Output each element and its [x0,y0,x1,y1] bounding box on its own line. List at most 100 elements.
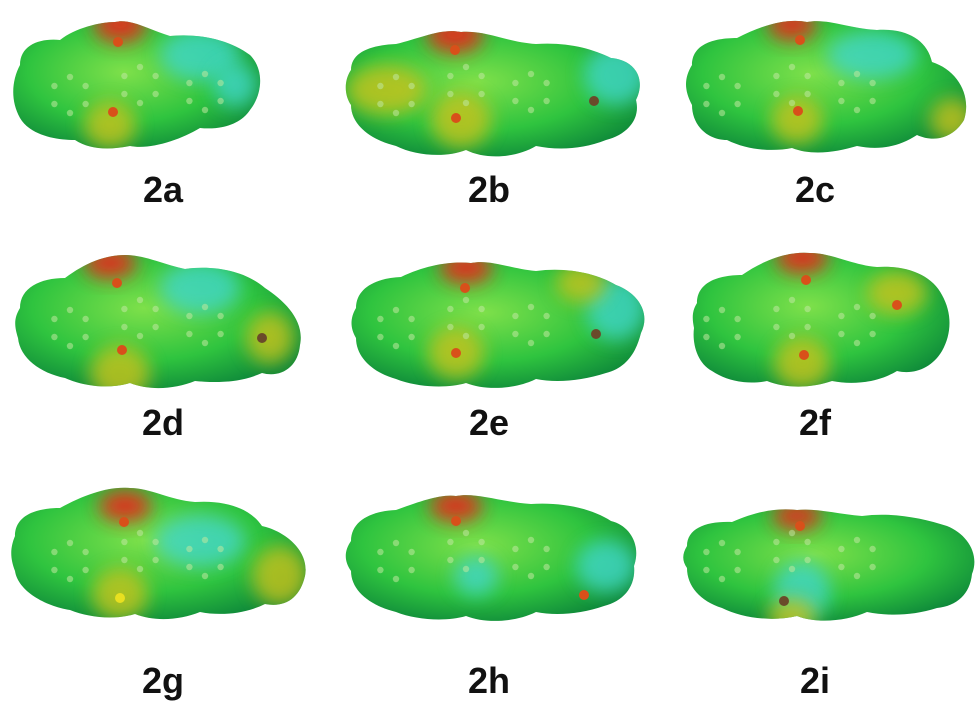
atom-sphere [217,79,224,87]
atom-sphere [217,330,224,338]
atom-sphere [121,90,128,98]
atom-sphere [838,79,845,87]
atom-sphere [543,312,550,320]
atom-sphere [512,545,519,553]
atom-sphere [478,72,485,80]
atom-sphere [853,70,861,78]
atom-sphere [121,323,128,331]
panel-label: 2a [142,169,184,210]
atom-sphere [838,563,845,571]
atom-sphere [121,305,128,313]
atom-sphere [527,339,535,347]
atom-sphere [853,303,861,311]
atom-sphere [718,109,726,117]
atom-sphere [773,72,780,80]
atom-oxygen-sphere [117,345,127,355]
atom-sphere [121,556,128,564]
atom-sphere [152,323,159,331]
atom-sphere [838,97,845,105]
atom-sphere [377,100,384,108]
atom-sphere [66,342,74,350]
atom-sphere [201,536,209,544]
atom-sphere [392,539,400,547]
atom-sphere [408,82,415,90]
atom-sphere [869,330,876,338]
electrostatic-potential-map-2g [11,487,306,620]
atom-sphere [773,305,780,313]
atom-sphere [838,330,845,338]
atom-sphere [186,312,193,320]
atom-sphere [447,72,454,80]
panel-2i: 2i [652,466,978,701]
atom-oxygen-sphere [451,113,461,123]
atom-sphere [136,99,144,107]
positive-region-area [576,540,636,592]
atom-sphere [186,563,193,571]
atom-sphere [703,566,710,574]
atom-sphere [186,79,193,87]
atom-sphere [217,545,224,553]
atom-sphere [136,296,144,304]
atom-sphere [201,303,209,311]
atom-oxygen-sphere [119,517,129,527]
atom-sphere [462,565,470,573]
atom-sphere [512,330,519,338]
atom-sphere [152,538,159,546]
mild-negative-area [771,96,823,144]
atom-oxygen-sphere [892,300,902,310]
atom-oxygen-sphere [795,35,805,45]
positive-region-area [584,45,640,105]
electrostatic-potential-map-2i [683,509,975,621]
positive-region-area [827,31,917,79]
atom-sphere [788,529,796,537]
atom-sphere [869,563,876,571]
atom-oxygen-sphere [113,37,123,47]
atom-sphere [392,342,400,350]
atom-sphere [718,575,726,583]
negative-region-area [773,509,821,530]
atom-sphere [408,100,415,108]
atom-sphere [512,97,519,105]
positive-region-area [160,262,240,314]
atom-sphere [447,538,454,546]
atom-sphere [853,572,861,580]
atom-sphere [136,529,144,537]
atom-other-sphere [257,333,267,343]
negative-region-area [776,252,828,274]
mild-negative-area [867,271,927,315]
atom-sphere [377,548,384,556]
mild-negative-area [556,263,606,303]
atom-sphere [51,100,58,108]
atom-sphere [869,545,876,553]
atom-sphere [392,73,400,81]
atom-sphere [527,572,535,580]
mild-negative-area [431,92,491,148]
atom-sphere [201,572,209,580]
atom-sphere [773,556,780,564]
atom-sphere [543,79,550,87]
atom-sphere [392,109,400,117]
atom-sphere [734,315,741,323]
electrostatic-potential-map-2e [351,262,645,388]
atom-sphere [447,90,454,98]
atom-oxygen-sphere [801,275,811,285]
atom-sphere [734,566,741,574]
atom-sphere [478,323,485,331]
atom-oxygen-sphere [793,106,803,116]
atom-sphere [512,312,519,320]
atom-sphere [869,97,876,105]
atom-sphere [217,312,224,320]
panel-2a: 2a [0,0,326,233]
atom-sphere [543,545,550,553]
panel-label: 2d [141,402,184,443]
atom-sphere [543,563,550,571]
atom-sphere [51,548,58,556]
panel-2h: 2h [326,466,652,701]
atom-sphere [804,305,811,313]
atom-sphere [377,82,384,90]
atom-sphere [478,90,485,98]
atom-sphere [186,330,193,338]
mild-negative-area [930,98,967,142]
atom-sphere [217,563,224,571]
positive-region-area [213,63,257,107]
